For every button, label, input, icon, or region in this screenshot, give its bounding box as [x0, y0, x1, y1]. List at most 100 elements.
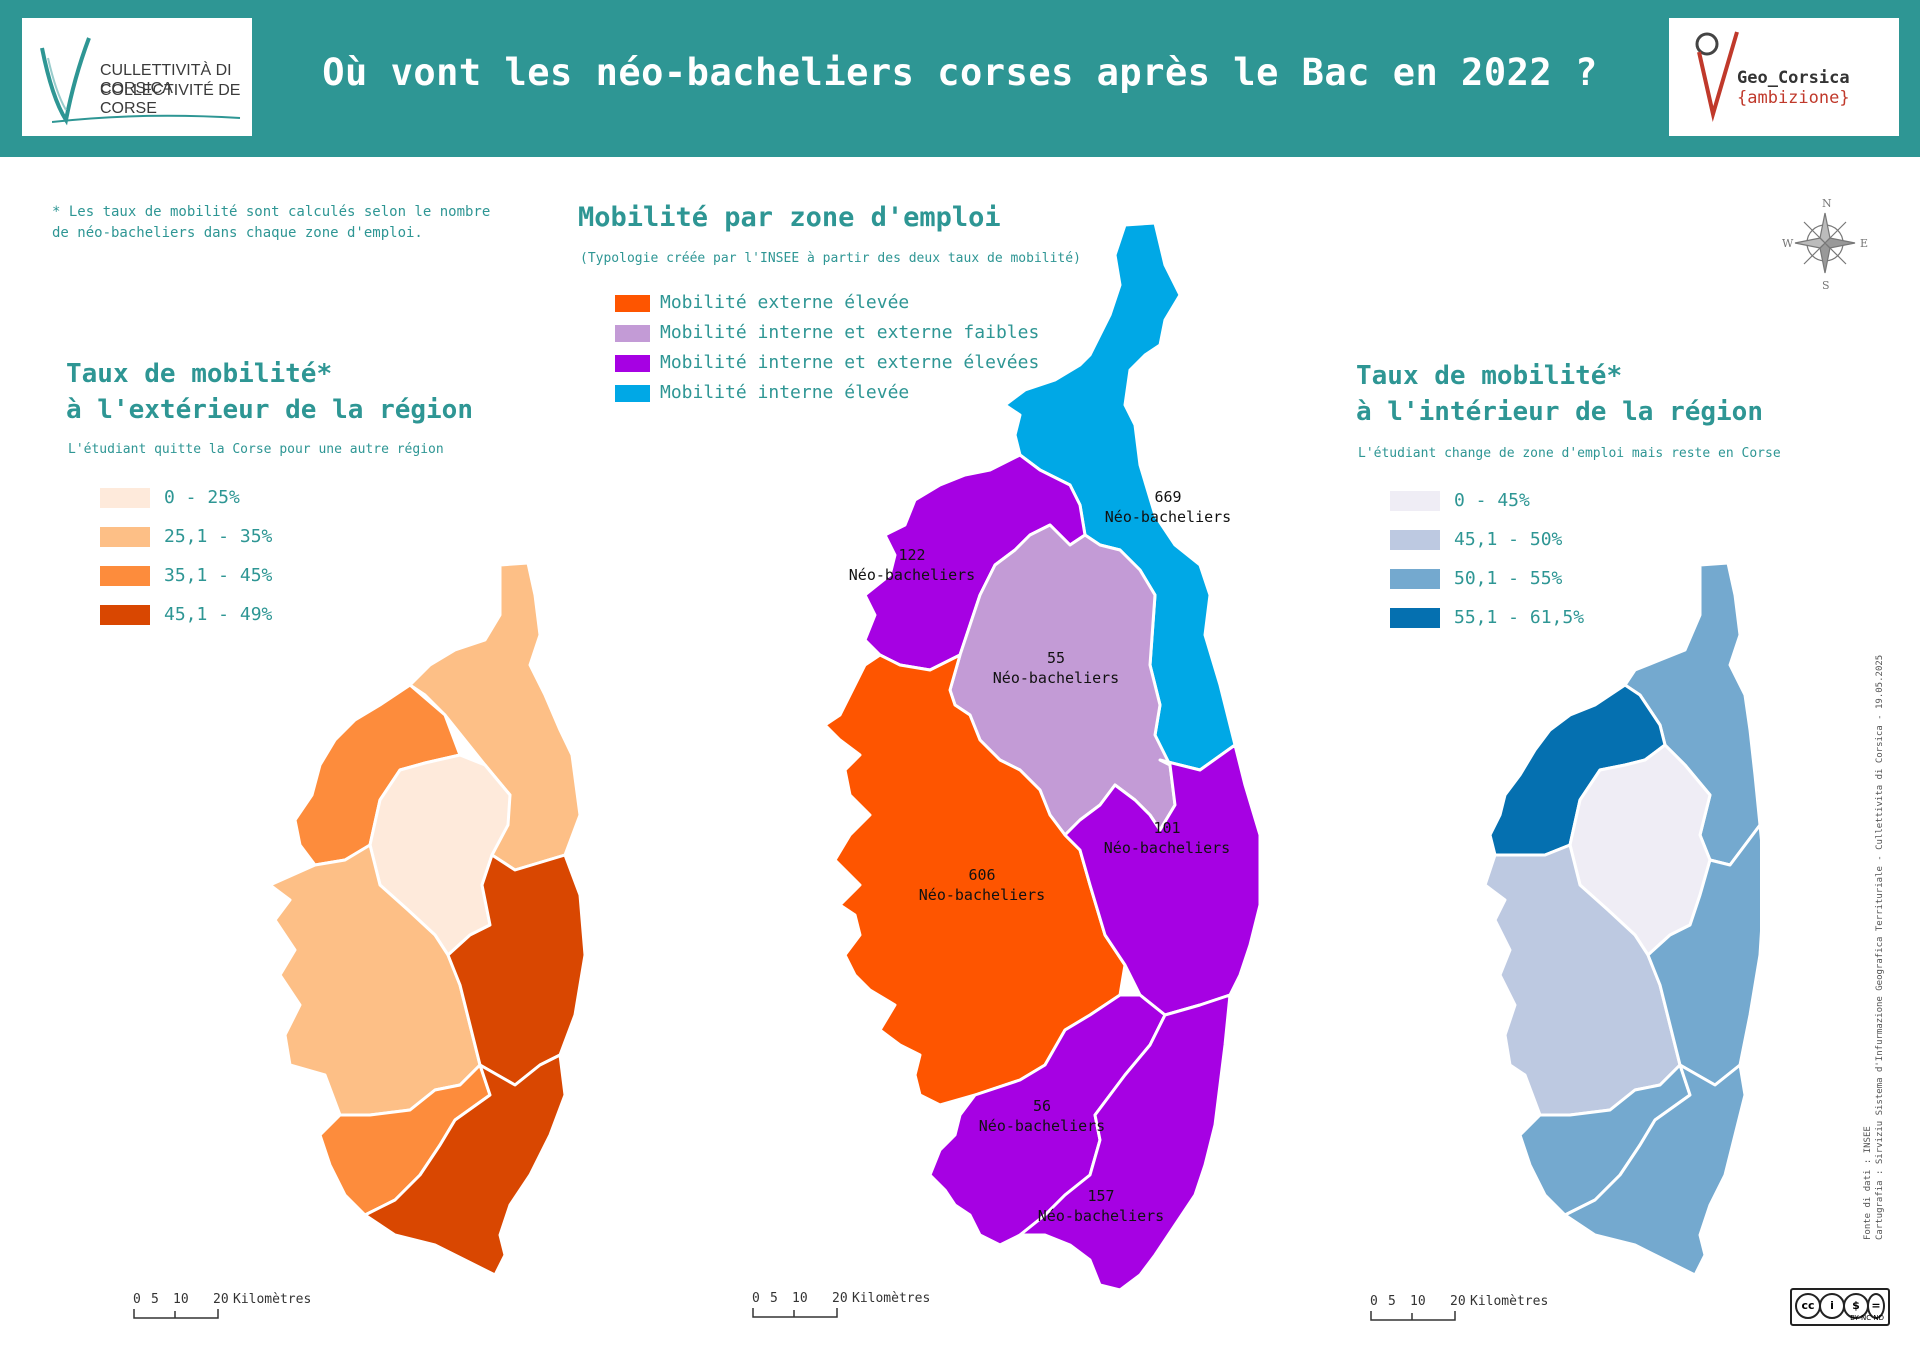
compass-e: E — [1860, 237, 1868, 250]
scale-bar: 0 5 10 20 Kilomètres — [1370, 1294, 1570, 1326]
center-zone-ajaccio — [823, 653, 1127, 1107]
center-map — [823, 221, 1262, 1292]
right-map — [1483, 561, 1760, 1277]
geo-corsica-name: Geo_Corsica — [1737, 68, 1850, 88]
scale-tick-label: 10 — [1410, 1294, 1426, 1309]
zone-label: 56 Néo-bacheliers — [979, 1096, 1105, 1136]
center-map-title: Mobilité par zone d'emploi — [578, 202, 1001, 233]
left-zone-porto-vecchio — [363, 1053, 567, 1277]
center-zone-ghisonaccia — [1063, 743, 1262, 1017]
compass-n: N — [1822, 197, 1832, 210]
header-banner: Où vont les néo-bacheliers corses après … — [0, 0, 1920, 157]
logo-text-corsican: CULLETTIVITÀ DI CORSICA — [100, 62, 232, 97]
source-cartography: Cartugrafia : Sirviziu Sistema d'Infurma… — [1875, 654, 1885, 1240]
scale-tick-label: 10 — [792, 1291, 808, 1306]
legend-label: Mobilité interne élevée — [660, 382, 910, 403]
legend-swatch — [615, 355, 650, 372]
legend-swatch — [100, 488, 150, 508]
zone-unit: Néo-bacheliers — [848, 566, 976, 584]
scale-tick-label: 20 — [213, 1292, 229, 1307]
legend-swatch — [1390, 608, 1440, 628]
zone-count: 669 — [1154, 488, 1182, 506]
legend-label: 0 - 45% — [1454, 490, 1530, 511]
cc-license-badge: cc i $ = BY NC ND — [1790, 1288, 1890, 1326]
scale-bar-line — [1370, 1311, 1456, 1321]
legend-label: 0 - 25% — [164, 487, 240, 508]
scale-tick-label: 20 — [832, 1291, 848, 1306]
left-map-title-line2: à l'extérieur de la région — [66, 395, 473, 425]
legend-swatch — [100, 527, 150, 547]
source-credit: Fonte di dati : INSEE Cartugrafia : Sirv… — [1862, 655, 1886, 1240]
zone-unit: Néo-bacheliers — [1037, 1207, 1165, 1225]
legend-label: 50,1 - 55% — [1454, 568, 1563, 589]
legend-label: Mobilité interne et externe élevées — [660, 352, 1040, 373]
page-title: Où vont les néo-bacheliers corses après … — [322, 51, 1598, 94]
center-zone-porto-vecchio — [1018, 993, 1232, 1292]
logo-swoosh — [52, 114, 241, 123]
compass-s: S — [1822, 279, 1830, 290]
scale-bar: 0 5 10 20 Kilomètres — [752, 1291, 952, 1323]
compass-w: W — [1782, 237, 1794, 250]
center-map-subtitle: (Typologie créée par l'INSEE à partir de… — [580, 251, 1081, 266]
scale-tick-label: 0 — [752, 1291, 760, 1306]
legend-label: 25,1 - 35% — [164, 526, 273, 547]
zone-count: 55 — [1046, 649, 1066, 667]
legend-swatch — [1390, 530, 1440, 550]
scale-unit: Kilomètres — [1470, 1294, 1549, 1309]
right-map-title-line2: à l'intérieur de la région — [1356, 397, 1763, 427]
legend-swatch — [615, 325, 650, 342]
scale-unit: Kilomètres — [852, 1291, 931, 1306]
legend-swatch — [1390, 569, 1440, 589]
footnote-mobility-rate: * Les taux de mobilité sont calculés sel… — [52, 204, 491, 241]
logo-text-french: COLLECTIVITÉ DE CORSE — [100, 82, 241, 117]
scale-tick-label: 5 — [770, 1291, 778, 1306]
scale-bar-line — [133, 1309, 219, 1319]
scale-tick-label: 20 — [1450, 1294, 1466, 1309]
zone-unit: Néo-bacheliers — [918, 886, 1046, 904]
zone-label: 606 Néo-bacheliers — [919, 865, 1045, 905]
right-map-title-line1: Taux de mobilité* — [1356, 361, 1623, 391]
legend-swatch — [615, 385, 650, 402]
legend-label: 45,1 - 50% — [1454, 529, 1563, 550]
zone-count: 157 — [1087, 1187, 1115, 1205]
legend-swatch — [100, 605, 150, 625]
left-map-subtitle: L'étudiant quitte la Corse pour une autr… — [68, 442, 444, 457]
scale-tick-label: 0 — [133, 1292, 141, 1307]
zone-unit: Néo-bacheliers — [992, 669, 1120, 687]
source-data: Fonte di dati : INSEE — [1863, 1126, 1873, 1240]
scale-tick-label: 10 — [173, 1292, 189, 1307]
legend-swatch — [100, 566, 150, 586]
zone-count: 606 — [968, 866, 996, 884]
compass-rose-icon: N S E W — [1782, 197, 1868, 290]
zone-label: 157 Néo-bacheliers — [1038, 1186, 1164, 1226]
scale-bar: 0 5 10 20 Kilomètres — [133, 1292, 333, 1324]
legend-label: 55,1 - 61,5% — [1454, 607, 1585, 628]
zone-label: 101 Néo-bacheliers — [1104, 818, 1230, 858]
zone-unit: Néo-bacheliers — [1103, 839, 1231, 857]
legend-label: Mobilité externe élevée — [660, 292, 910, 313]
zone-unit: Néo-bacheliers — [978, 1117, 1106, 1135]
zone-count: 122 — [898, 546, 926, 564]
cc-license-text: BY NC ND — [1850, 1314, 1884, 1322]
geo-corsica-tagline: {ambizione} — [1737, 88, 1850, 108]
zone-count: 56 — [1032, 1097, 1052, 1115]
legend-swatch — [1390, 491, 1440, 511]
zone-label: 122 Néo-bacheliers — [849, 545, 975, 585]
legend-label: Mobilité interne et externe faibles — [660, 322, 1040, 343]
cc-nd-icon: = — [1867, 1293, 1885, 1319]
scale-tick-label: 5 — [1388, 1294, 1396, 1309]
left-map — [268, 561, 587, 1277]
scale-tick-label: 0 — [1370, 1294, 1378, 1309]
zone-unit: Néo-bacheliers — [1104, 508, 1232, 526]
zone-label: 669 Néo-bacheliers — [1105, 487, 1231, 527]
collectivite-logo: CULLETTIVITÀ DI CORSICA COLLECTIVITÉ DE … — [22, 18, 252, 136]
zone-label: 55 Néo-bacheliers — [993, 648, 1119, 688]
right-zone-porto-vecchio — [1563, 1063, 1747, 1277]
geo-corsica-logo: Geo_Corsica {ambizione} — [1669, 18, 1899, 136]
zone-count: 101 — [1153, 819, 1181, 837]
legend-label: 35,1 - 45% — [164, 565, 273, 586]
map-pin-icon — [1695, 31, 1739, 122]
collectivite-logo-mark — [40, 37, 91, 126]
scale-tick-label: 5 — [151, 1292, 159, 1307]
legend-label: 45,1 - 49% — [164, 604, 273, 625]
